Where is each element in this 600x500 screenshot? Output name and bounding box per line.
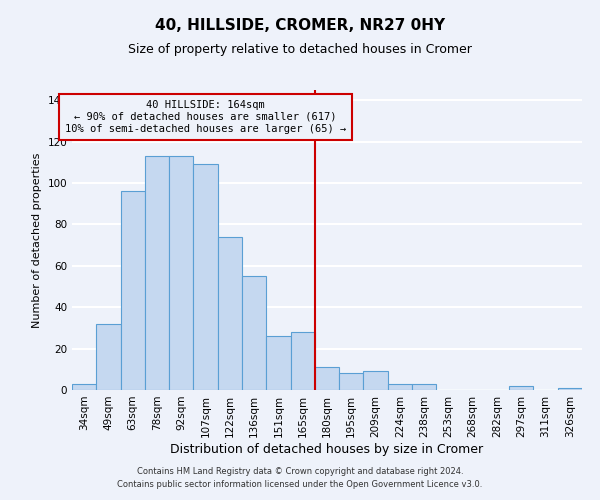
Bar <box>388 384 412 390</box>
Text: Contains public sector information licensed under the Open Government Licence v3: Contains public sector information licen… <box>118 480 482 489</box>
Bar <box>558 388 582 390</box>
Bar <box>169 156 193 390</box>
Text: 40 HILLSIDE: 164sqm
← 90% of detached houses are smaller (617)
10% of semi-detac: 40 HILLSIDE: 164sqm ← 90% of detached ho… <box>65 100 346 134</box>
Bar <box>96 324 121 390</box>
Bar <box>509 386 533 390</box>
Bar <box>315 367 339 390</box>
Text: Size of property relative to detached houses in Cromer: Size of property relative to detached ho… <box>128 42 472 56</box>
Bar <box>364 372 388 390</box>
Bar <box>193 164 218 390</box>
Y-axis label: Number of detached properties: Number of detached properties <box>32 152 42 328</box>
Bar <box>72 384 96 390</box>
Text: 40, HILLSIDE, CROMER, NR27 0HY: 40, HILLSIDE, CROMER, NR27 0HY <box>155 18 445 32</box>
Bar <box>145 156 169 390</box>
Bar <box>266 336 290 390</box>
Bar <box>242 276 266 390</box>
Bar <box>412 384 436 390</box>
X-axis label: Distribution of detached houses by size in Cromer: Distribution of detached houses by size … <box>170 442 484 456</box>
Text: Contains HM Land Registry data © Crown copyright and database right 2024.: Contains HM Land Registry data © Crown c… <box>137 467 463 476</box>
Bar <box>218 237 242 390</box>
Bar <box>290 332 315 390</box>
Bar <box>121 192 145 390</box>
Bar <box>339 374 364 390</box>
